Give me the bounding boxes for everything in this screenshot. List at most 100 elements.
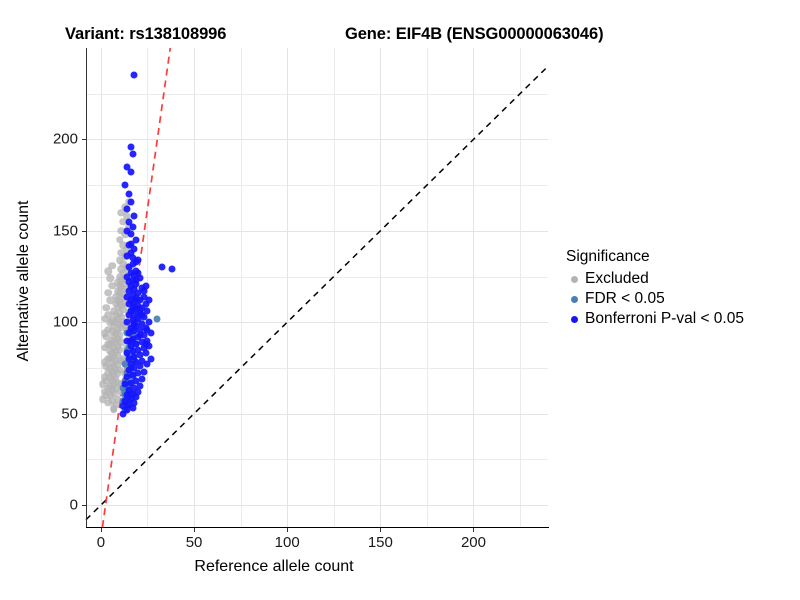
data-point (113, 287, 122, 295)
data-point (138, 338, 146, 346)
data-point (127, 342, 135, 350)
data-point (121, 298, 129, 306)
data-point (145, 318, 153, 326)
data-point (129, 276, 137, 284)
data-point (147, 329, 155, 337)
data-point (117, 265, 126, 273)
data-point (115, 366, 124, 374)
data-point (127, 395, 135, 403)
identity-line (85, 65, 549, 521)
data-point (108, 281, 116, 290)
data-point (140, 331, 148, 339)
data-point (125, 366, 133, 374)
legend-item-2[interactable]: Bonferroni P-val < 0.05 (566, 309, 744, 329)
data-point (125, 218, 133, 226)
data-point (125, 355, 133, 363)
data-point (127, 282, 135, 290)
legend-item-1[interactable]: FDR < 0.05 (566, 289, 744, 309)
data-point (132, 258, 140, 266)
data-point (119, 402, 127, 410)
data-point (130, 212, 138, 220)
gridline-minor-horizontal (86, 459, 548, 461)
data-point (108, 261, 116, 270)
gene-title: Gene: EIF4B (ENSG00000063046) (345, 25, 604, 43)
data-point (127, 240, 135, 248)
gridline-minor-horizontal (86, 185, 548, 187)
data-point (142, 349, 150, 357)
data-point (104, 340, 113, 348)
data-point (145, 296, 153, 304)
data-point (125, 263, 133, 271)
x-axis-tick (473, 528, 475, 532)
data-point (100, 373, 109, 381)
data-point (112, 292, 120, 301)
data-point (104, 355, 113, 363)
data-point (130, 271, 138, 279)
data-point (127, 307, 135, 315)
data-point (130, 384, 138, 392)
x-axis-tick-label: 0 (96, 534, 106, 551)
legend-item-label: Bonferroni P-val < 0.05 (585, 310, 744, 327)
data-point (140, 293, 148, 301)
data-point (119, 355, 127, 363)
data-point (119, 217, 127, 226)
data-point (143, 360, 151, 368)
data-point (136, 296, 144, 304)
legend-item-0[interactable]: Excluded (566, 269, 744, 289)
data-point (121, 230, 129, 239)
legend-items: Excluded FDR < 0.05 Bonferroni P-val < 0.0… (566, 269, 744, 329)
y-axis-line (86, 48, 87, 528)
gridline-minor-vertical (520, 48, 522, 527)
data-point (134, 302, 142, 310)
data-point (121, 397, 129, 405)
data-point (130, 364, 138, 372)
data-point (117, 227, 126, 235)
data-point (134, 289, 142, 297)
data-point (115, 272, 124, 281)
data-point (129, 304, 137, 312)
data-point (104, 369, 113, 378)
data-point (136, 351, 144, 359)
x-axis-tick-label: 150 (367, 534, 393, 551)
data-point (127, 249, 135, 257)
legend-title: Significance (566, 248, 650, 265)
data-point (125, 401, 133, 408)
data-point (119, 384, 127, 392)
data-point (123, 227, 131, 235)
data-point (119, 410, 127, 418)
data-point (117, 338, 126, 347)
data-point (138, 311, 146, 319)
data-point (127, 168, 135, 176)
data-point (129, 347, 137, 355)
x-axis-tick (287, 528, 289, 532)
legend-swatch (571, 315, 578, 323)
data-point (129, 390, 137, 398)
gridline-major-horizontal (86, 230, 548, 232)
data-point (102, 303, 111, 312)
data-point (99, 380, 107, 389)
data-point (129, 404, 137, 412)
data-point (129, 150, 137, 158)
gridline-minor-vertical (333, 48, 335, 527)
data-point (130, 327, 138, 335)
gridline-major-horizontal (86, 413, 548, 415)
data-point (125, 223, 133, 231)
data-point (125, 311, 133, 319)
data-point (115, 387, 124, 396)
data-point (100, 329, 109, 337)
data-point (104, 311, 113, 319)
data-point (104, 325, 113, 334)
data-point (130, 311, 138, 319)
y-axis-tick (82, 505, 86, 507)
data-point (106, 318, 114, 326)
data-point (123, 369, 131, 377)
legend-key-dot-icon (566, 275, 583, 283)
data-point (130, 353, 138, 361)
x-axis-label: Reference allele count (194, 558, 354, 575)
data-point (142, 340, 150, 348)
data-point (125, 287, 133, 295)
data-point (121, 360, 129, 368)
data-point (123, 273, 131, 281)
data-point (123, 293, 131, 301)
